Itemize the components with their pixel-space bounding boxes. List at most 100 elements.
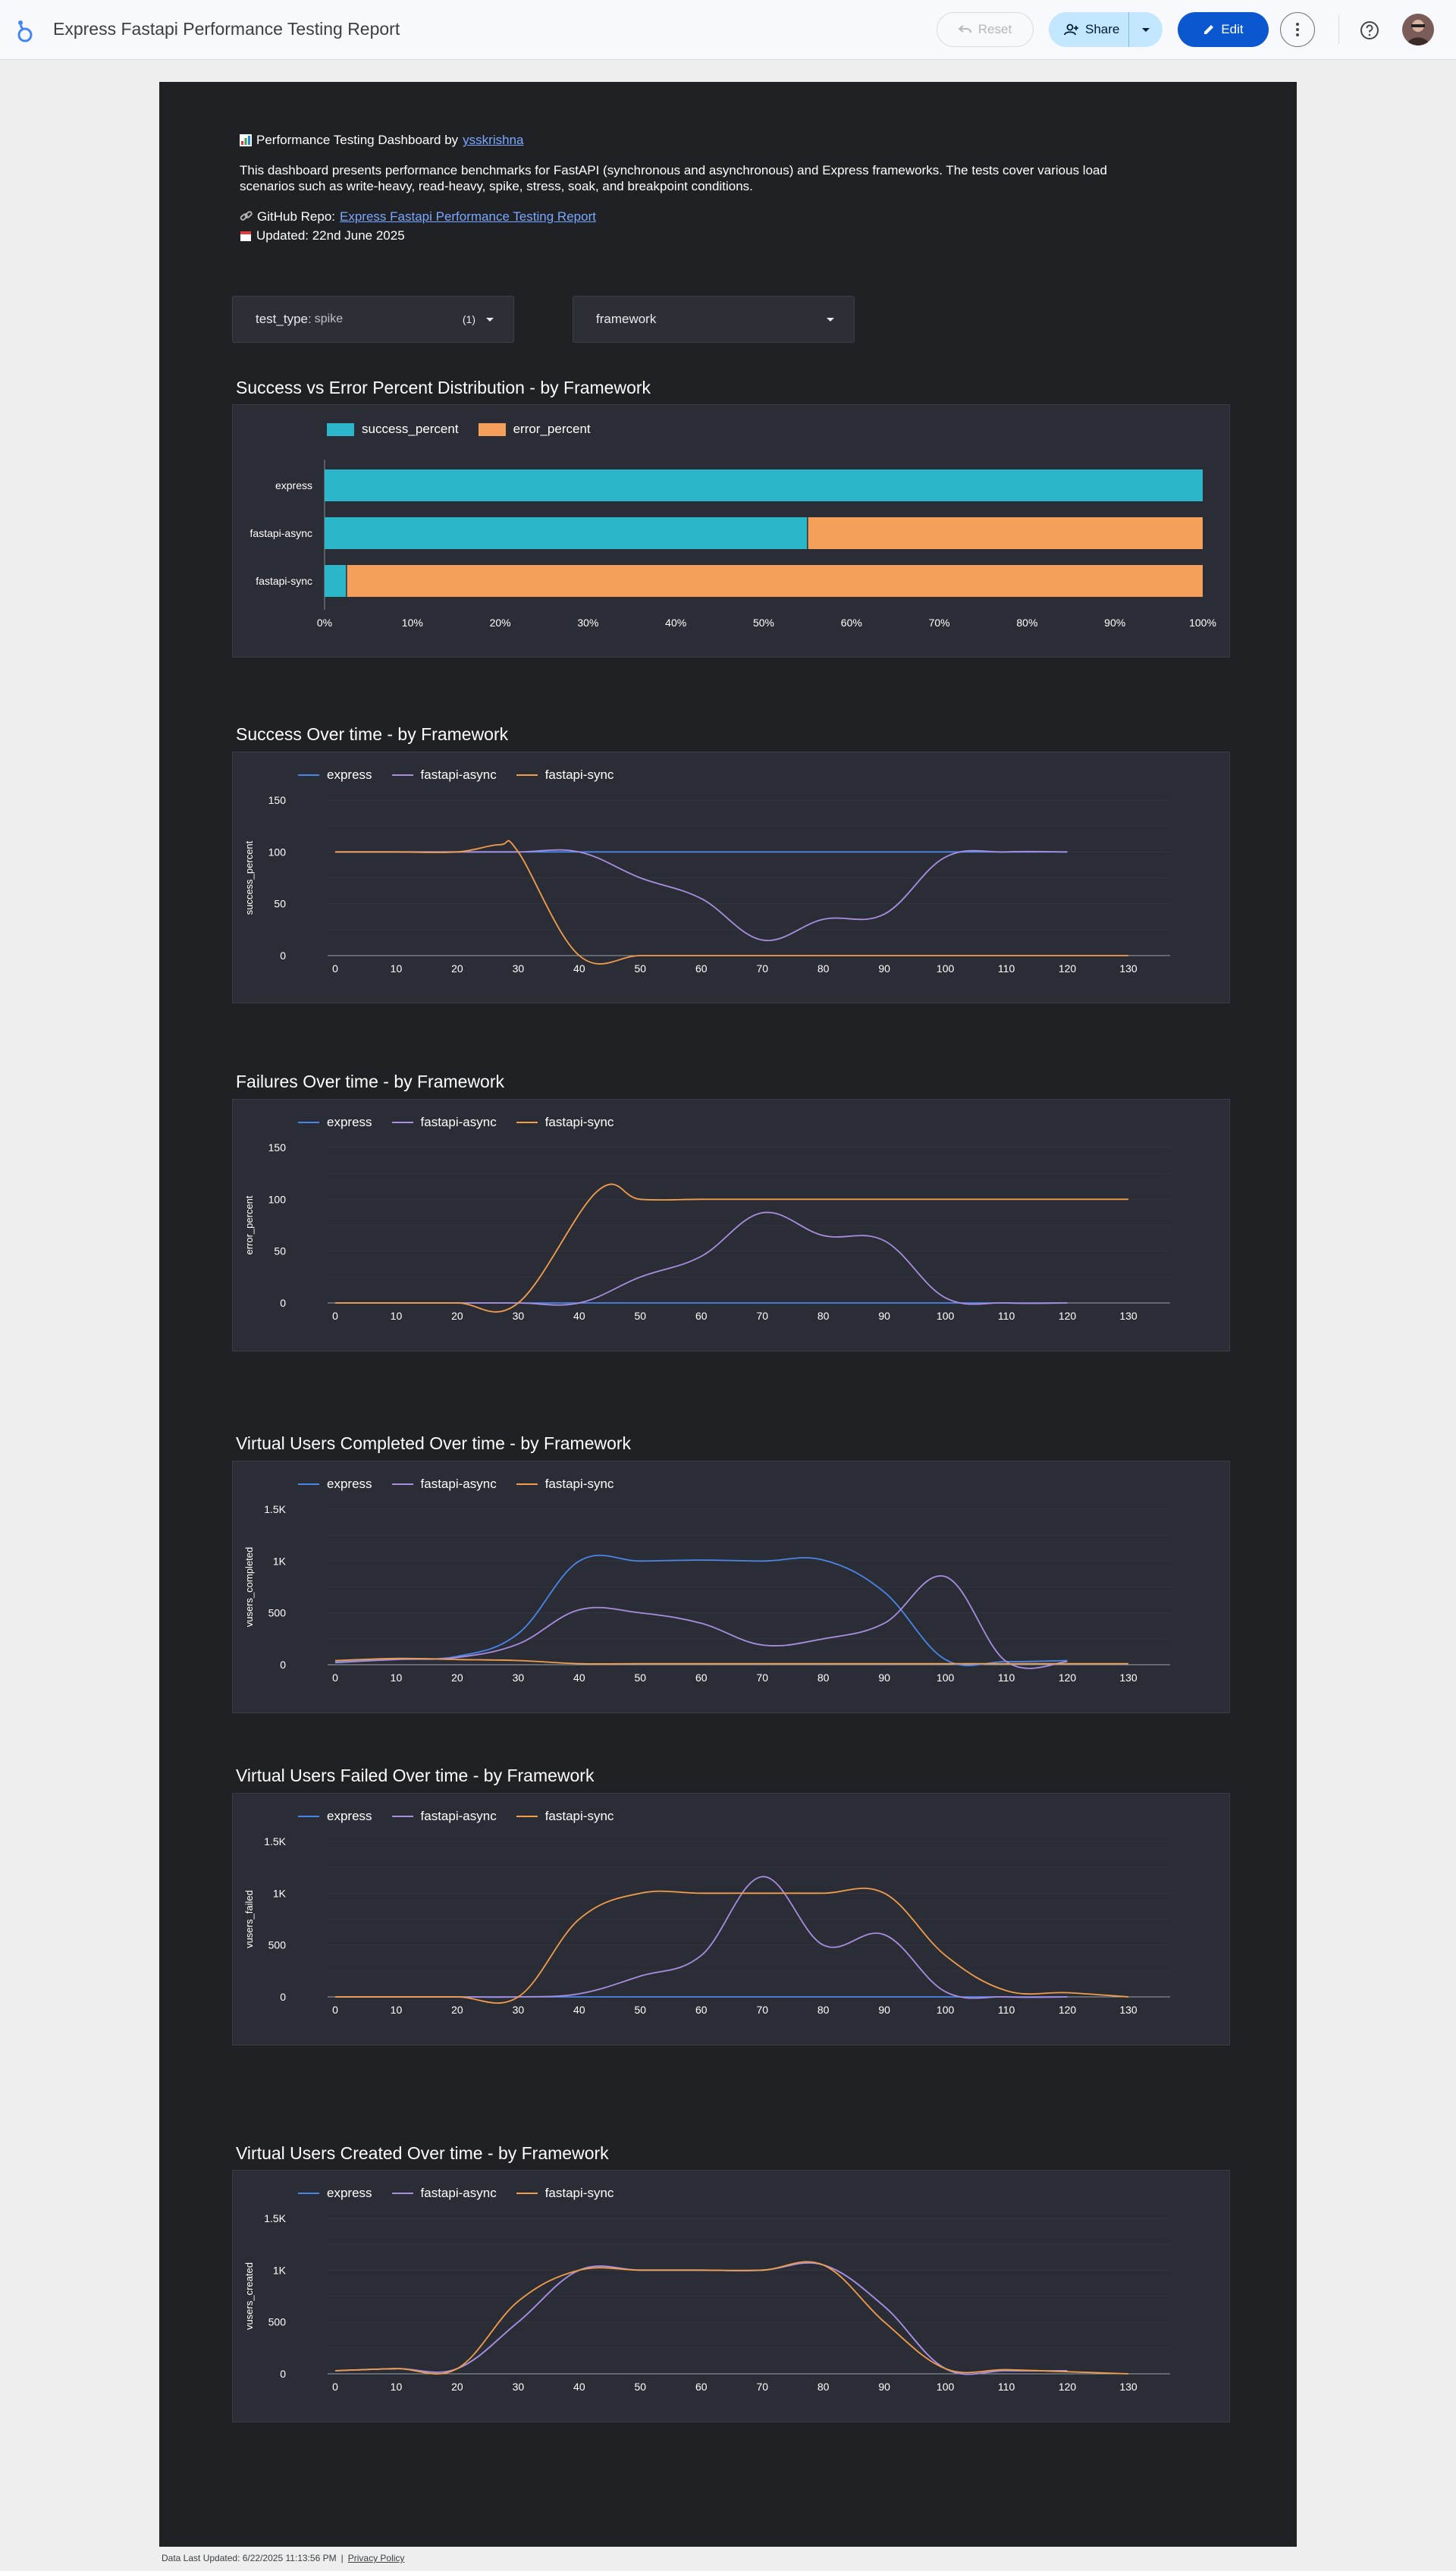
- filter-test-type-count: (1): [462, 313, 475, 325]
- legend-item-fastapi-sync[interactable]: fastapi-sync: [516, 1477, 613, 1492]
- y-tick-label: 1.5K: [264, 1503, 286, 1515]
- legend-item-fastapi-sync[interactable]: fastapi-sync: [516, 1809, 613, 1824]
- series-line-fastapi-async[interactable]: [335, 849, 1068, 941]
- reset-button[interactable]: Reset: [937, 12, 1034, 47]
- x-tick-label: 130: [1119, 1310, 1138, 1322]
- y-tick-label: 1.5K: [264, 1835, 286, 1847]
- bar-fastapi-sync-success-percent[interactable]: [325, 565, 347, 597]
- x-tick-label: 40: [573, 1672, 585, 1684]
- series-line-fastapi-sync[interactable]: [335, 1887, 1129, 2004]
- chart-svg-1: express fastapi-async fastapi-sync 0% 10% 20%…: [250, 460, 1216, 629]
- series-line-fastapi-sync[interactable]: [335, 840, 1128, 965]
- x-tick-label: 60: [695, 962, 708, 975]
- x-tick-label: 110: [998, 1672, 1015, 1684]
- share-label: Share: [1085, 22, 1120, 36]
- x-tick-label: 20: [451, 2004, 463, 2016]
- series-line-fastapi-async[interactable]: [335, 1211, 1068, 1306]
- share-dropdown-chevron-icon[interactable]: [1129, 27, 1163, 32]
- legend-swatch: [516, 1122, 538, 1123]
- x-tick-label: 10: [391, 2004, 403, 2016]
- legend-item-fastapi-sync[interactable]: fastapi-sync: [516, 2186, 613, 2201]
- legend-label: express: [327, 768, 372, 782]
- y-tick-label: 500: [268, 1939, 287, 1951]
- y-tick-label: 100: [268, 1193, 287, 1205]
- x-tick-label: 130: [1119, 2004, 1138, 2016]
- series-line-fastapi-async[interactable]: [334, 2262, 1068, 2375]
- legend-item-express[interactable]: express: [298, 1809, 372, 1824]
- legend-item-success-percent[interactable]: success_percent: [327, 422, 459, 437]
- x-tick-label: 40: [573, 962, 585, 975]
- chart-panel-1[interactable]: express fastapi-async fastapi-sync 0% 10% 20%…: [232, 404, 1230, 658]
- x-tick-label: 60: [695, 1310, 708, 1322]
- filter-framework[interactable]: framework: [573, 296, 855, 343]
- bar-fastapi-async-error-percent[interactable]: [807, 517, 1203, 549]
- y-tick-label: 0: [280, 1991, 286, 2003]
- legend-item-fastapi-sync[interactable]: fastapi-sync: [516, 768, 614, 783]
- edit-button[interactable]: Edit: [1178, 12, 1269, 47]
- legend-item-express[interactable]: express: [298, 768, 372, 783]
- avatar[interactable]: [1402, 14, 1434, 46]
- privacy-policy-link[interactable]: Privacy Policy: [347, 2553, 405, 2563]
- series-line-express[interactable]: [334, 2262, 1068, 2375]
- x-tick-label: 50%: [753, 617, 774, 629]
- chart-title-4: Virtual Users Completed Over time - by F…: [236, 1433, 632, 1453]
- x-tick-label: 30: [513, 962, 525, 975]
- y-tick-label: 0: [280, 1297, 286, 1309]
- legend-item-fastapi-async[interactable]: fastapi-async: [391, 1477, 497, 1492]
- legend-label: express: [327, 1809, 372, 1823]
- series-line-fastapi-async[interactable]: [334, 1574, 1068, 1669]
- bar-fastapi-async-success-percent[interactable]: [325, 517, 808, 549]
- x-tick-label: 0: [332, 2004, 338, 2016]
- legend-swatch: [516, 774, 538, 776]
- bar-express-success-percent[interactable]: [325, 469, 1203, 501]
- series-line-express[interactable]: [334, 1554, 1068, 1667]
- x-tick-label: 100: [937, 2004, 955, 2016]
- legend-swatch: [298, 2193, 319, 2194]
- help-icon[interactable]: [1354, 15, 1385, 46]
- filter-test-type-label: test_type: [256, 312, 308, 326]
- legend-item-express[interactable]: express: [298, 2186, 372, 2201]
- legend-item-express[interactable]: express: [298, 1115, 372, 1130]
- bar-fastapi-sync-error-percent[interactable]: [346, 565, 1203, 597]
- series-line-fastapi-sync[interactable]: [334, 1657, 1128, 1665]
- legend-item-fastapi-async[interactable]: fastapi-async: [391, 1115, 497, 1130]
- x-tick-label: 30: [513, 1310, 525, 1322]
- x-tick-label: 0: [332, 962, 338, 975]
- looker-studio-logo-icon[interactable]: [14, 17, 36, 44]
- legend-label: fastapi-sync: [544, 768, 614, 782]
- chart-panel-4[interactable]: 0 500 1K 1.5K 0 10 20 30 40 50 60 70 80 90 100 110 120 13…: [232, 1461, 1230, 1713]
- chart-panel-3[interactable]: 0 50 100 150 0 10 20 30 40 50 60 70 80 90 100 110 120 130…: [232, 1099, 1230, 1351]
- x-tick-label: 90: [878, 962, 890, 975]
- legend-item-fastapi-sync[interactable]: fastapi-sync: [516, 1115, 613, 1130]
- chart-emoji-icon: [240, 133, 252, 146]
- x-tick-label: 100: [937, 1672, 955, 1684]
- link-emoji-icon: [240, 211, 253, 221]
- x-tick-label: 130: [1119, 962, 1138, 975]
- y-tick-label: 100: [268, 846, 287, 858]
- x-tick-label: 120: [1059, 2381, 1077, 2393]
- legend-item-fastapi-async[interactable]: fastapi-async: [391, 2186, 497, 2201]
- series-line-fastapi-sync[interactable]: [334, 2261, 1129, 2375]
- chart-svg-3: 0 50 100 150 0 10 20 30 40 50 60 70 80 90 100 110 120 130…: [243, 1141, 1170, 1322]
- share-button[interactable]: Share: [1049, 12, 1163, 47]
- repo-link[interactable]: Express Fastapi Performance Testing Repo…: [340, 209, 596, 224]
- calendar-emoji-icon: [240, 231, 251, 241]
- legend-item-fastapi-async[interactable]: fastapi-async: [391, 1809, 497, 1824]
- legend-item-fastapi-async[interactable]: fastapi-async: [391, 768, 497, 783]
- more-options-icon[interactable]: [1280, 12, 1315, 47]
- series-line-fastapi-sync[interactable]: [335, 1183, 1128, 1313]
- y-axis-label: vusers_failed: [243, 1890, 255, 1948]
- x-tick-label: 20: [451, 962, 463, 975]
- series-line-fastapi-async[interactable]: [335, 1876, 1068, 1999]
- legend-item-express[interactable]: express: [298, 1477, 372, 1492]
- legend-item-error-percent[interactable]: error_percent: [478, 422, 591, 437]
- legend-label: fastapi-async: [420, 2186, 497, 2200]
- filter-test-type[interactable]: test_type: spike (1): [232, 296, 514, 343]
- chart-panel-2[interactable]: 0 50 100 150 0 10 20 30 40 50 60 70 80 90 100 110 120 130…: [232, 752, 1230, 1003]
- footer-separator: |: [340, 2553, 344, 2563]
- chart-panel-5[interactable]: 0 500 1K 1.5K 0 10 20 30 40 50 60 70 80 90 100 110 120 13…: [232, 1793, 1230, 2045]
- legend-swatch: [391, 1122, 413, 1123]
- chart-panel-6[interactable]: 0 500 1K 1.5K 0 10 20 30 40 50 60 70 80 90 100 110 120 13…: [232, 2170, 1230, 2422]
- legend-label: fastapi-async: [420, 768, 497, 782]
- author-link[interactable]: ysskrishna: [463, 133, 524, 147]
